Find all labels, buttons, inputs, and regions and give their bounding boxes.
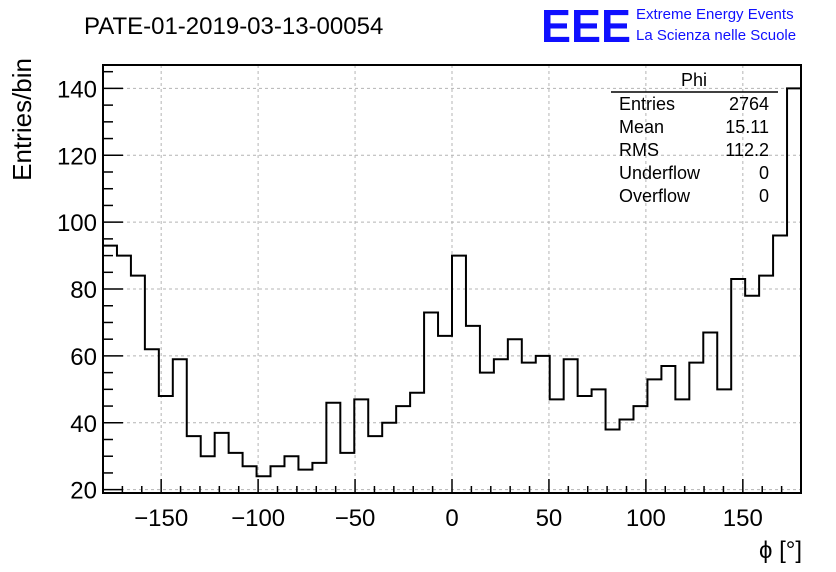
logo-line-1: Extreme Energy Events: [636, 6, 794, 23]
histogram-bin: 59: [173, 359, 187, 493]
stats-title: Phi: [681, 70, 707, 90]
histogram-bin: 53: [647, 379, 661, 493]
histogram-bin: 28: [312, 463, 326, 493]
histogram-bin: 36: [187, 436, 201, 493]
histogram-bin: 58: [522, 363, 536, 493]
logo-mark: EEE: [541, 0, 631, 52]
histogram-bin: 40: [382, 423, 396, 493]
histogram-bin: 38: [606, 429, 620, 493]
stats-rows: Entries 2764 Mean 15.11 RMS 112.2 Underflow 0 Ov…: [619, 94, 769, 206]
histogram-bin: 41: [620, 419, 634, 493]
stats-row-label: RMS: [619, 140, 659, 160]
stats-row-label: Mean: [619, 117, 664, 137]
logo-line-2: La Scienza nelle Scuole: [636, 27, 796, 44]
stats-row-value: 2764: [729, 94, 769, 114]
stats-row-value: 0: [759, 163, 769, 183]
stats-row-label: Entries: [619, 94, 675, 114]
histogram-bin: 84: [131, 276, 145, 493]
histogram-bin: 50: [592, 389, 606, 493]
x-axis-label: ϕ [°]: [759, 537, 802, 564]
x-axis: −150 −100 −50 0 50 100 150: [102, 479, 802, 532]
histogram-outline: [103, 87, 802, 493]
x-tick-label: 150: [723, 505, 763, 532]
histogram-bin: 73: [424, 312, 438, 493]
histogram-bin: 65: [508, 339, 522, 493]
y-tick-label: 100: [57, 210, 97, 237]
histogram-bin: 140: [787, 88, 801, 493]
stats-row-label: Underflow: [619, 163, 701, 183]
histogram-bin: 58: [689, 363, 703, 493]
stats-row-value: 15.11: [725, 117, 769, 137]
histogram-series: 9390846248593630373127242730262846314736…: [103, 87, 802, 494]
histogram-bin: 69: [466, 326, 480, 493]
histogram-bin: 90: [117, 256, 131, 493]
histogram-bin: 96: [773, 236, 787, 493]
y-axis-label: Entries/bin: [7, 58, 37, 181]
x-tick-label: −150: [134, 505, 188, 532]
histogram-bin: 59: [564, 359, 578, 493]
x-tick-label: −100: [231, 505, 285, 532]
histogram-bin: 47: [550, 399, 564, 493]
histogram-bin: 83: [731, 279, 745, 493]
y-axis: 20 40 60 80 100 120 140: [57, 70, 123, 505]
histogram-bin: 26: [298, 470, 312, 493]
histogram-bin: 90: [452, 256, 466, 493]
histogram-bin: 48: [578, 396, 592, 493]
histogram-bin: 84: [759, 276, 773, 493]
histogram-bin: 36: [368, 436, 382, 493]
histogram-bin: 62: [145, 349, 159, 493]
histogram-bin: 48: [159, 396, 173, 493]
histogram-bin: 60: [536, 356, 550, 493]
x-tick-label: 100: [626, 505, 666, 532]
histogram-bin: 45: [396, 406, 410, 493]
stats-row-value: 0: [759, 186, 769, 206]
stats-row-value: 112.2: [725, 140, 769, 160]
eee-logo: EEE Extreme Energy Events La Scienza nel…: [541, 0, 796, 52]
y-tick-label: 140: [57, 76, 97, 103]
histogram-bin: 59: [494, 359, 508, 493]
histogram-bin: 46: [326, 403, 340, 493]
histogram-bin: 78: [745, 296, 759, 493]
histogram-bin: 27: [243, 466, 257, 493]
x-tick-label: 0: [445, 505, 458, 532]
histogram-bin: 31: [229, 453, 243, 493]
y-tick-label: 80: [70, 277, 97, 304]
histogram-bin: 67: [703, 333, 717, 494]
histogram-bin: 57: [661, 366, 675, 493]
histogram-bin: 66: [438, 336, 452, 493]
y-tick-label: 20: [70, 478, 97, 505]
y-tick-label: 40: [70, 411, 97, 438]
histogram-bin: 31: [340, 453, 354, 493]
chart-title: PATE-01-2019-03-13-00054: [84, 13, 383, 40]
y-tick-label: 60: [70, 344, 97, 371]
histogram-bin: 47: [354, 399, 368, 493]
y-tick-label: 120: [57, 143, 97, 170]
histogram-bin: 30: [201, 456, 215, 493]
histogram-bin: 55: [480, 373, 494, 493]
histogram-bin: 49: [410, 393, 424, 493]
histogram-bin: 47: [675, 399, 689, 493]
stats-box: Phi Entries 2764 Mean 15.11 RMS 112.2 Underflo…: [611, 70, 778, 206]
histogram-bin: 37: [215, 433, 229, 493]
x-tick-label: −50: [335, 505, 376, 532]
x-tick-label: 50: [536, 505, 563, 532]
stats-row-label: Overflow: [619, 186, 691, 206]
histogram-bin: 50: [717, 389, 731, 493]
